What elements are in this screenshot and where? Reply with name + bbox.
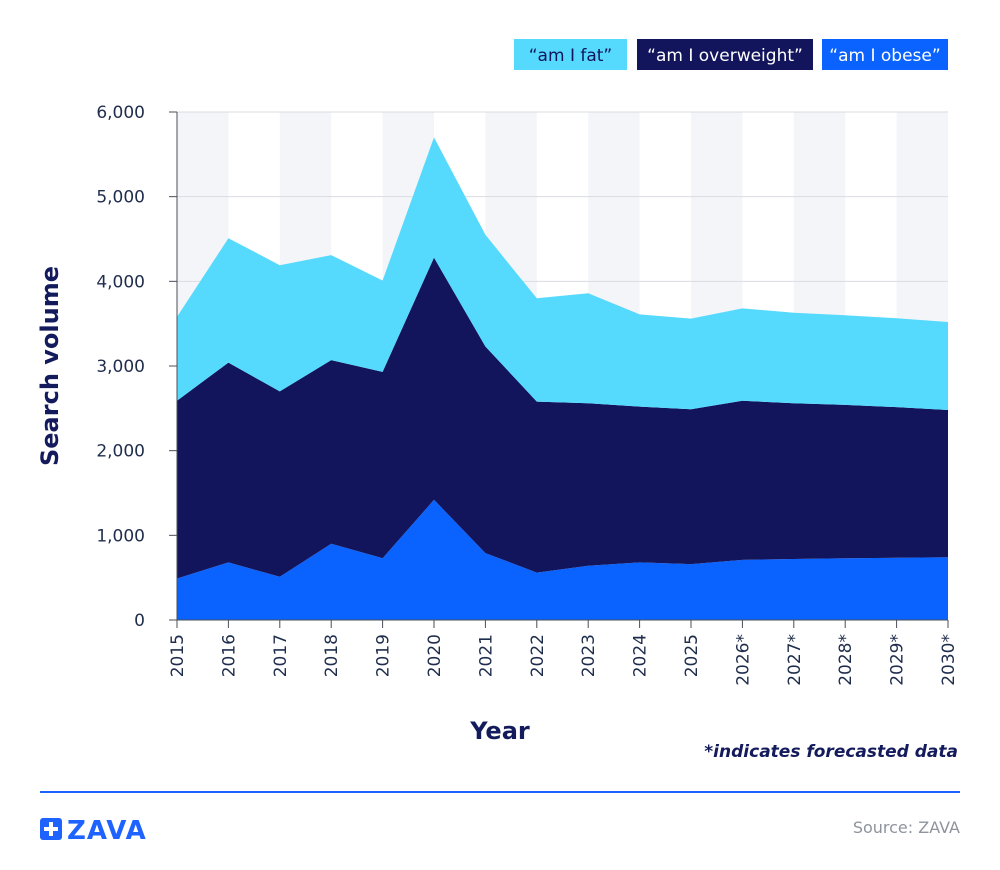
x-tick-label: 2028* (836, 634, 856, 686)
x-tick-label: 2029* (888, 634, 908, 686)
y-tick-label: 3,000 (96, 357, 145, 377)
y-tick-labels: 0 1,000 2,000 3,000 4,000 5,000 6,000 (96, 103, 145, 631)
area-series-path (177, 499, 948, 620)
y-tick-label: 6,000 (96, 103, 145, 123)
zava-logo: ZAVA (40, 816, 147, 846)
area-series-path (177, 137, 948, 410)
area-series-path (177, 257, 948, 579)
forecast-footnote: *indicates forecasted data (704, 742, 958, 762)
axes (176, 112, 948, 628)
source-label: Source: ZAVA (853, 818, 960, 837)
legend: “am I fat” “am I overweight” “am I obese” (514, 39, 948, 70)
x-tick-label: 2026* (733, 634, 753, 686)
y-tick-label: 0 (134, 611, 145, 631)
x-tick-label: 2018 (322, 634, 342, 677)
x-tick-label: 2027* (785, 634, 805, 686)
legend-swatch (822, 39, 948, 70)
x-tick-labels: 2015 2016 2017 2018 2019 2020 2021 2022 2023 2024… (168, 620, 959, 686)
x-tick-label: 2015 (168, 634, 188, 677)
x-tick-label: 2025 (682, 634, 702, 677)
x-tick-label: 2030* (939, 634, 959, 686)
x-tick-label: 2021 (476, 634, 496, 677)
y-tick-label: 5,000 (96, 188, 145, 208)
y-axis-title: Search volume (36, 266, 64, 466)
x-tick-label: 2023 (579, 634, 599, 677)
cross-icon-vertical (49, 822, 53, 836)
x-tick-label: 2020 (425, 634, 445, 677)
x-tick-label: 2019 (374, 634, 394, 677)
x-tick-label: 2022 (528, 634, 548, 677)
y-tick-label: 4,000 (96, 272, 145, 292)
legend-swatch (514, 39, 627, 70)
x-tick-label: 2024 (631, 634, 651, 677)
y-tick-label: 1,000 (96, 526, 145, 546)
legend-label: “am I fat” (529, 46, 612, 66)
x-tick-label: 2016 (219, 634, 239, 677)
x-tick-label: 2017 (271, 634, 291, 677)
logo-text: ZAVA (67, 816, 147, 846)
y-tick-label: 2,000 (96, 442, 145, 462)
x-axis-title: Year (469, 717, 530, 745)
area-series (177, 137, 948, 620)
legend-label: “am I overweight” (647, 46, 803, 66)
legend-label: “am I obese” (829, 46, 940, 66)
legend-swatch (637, 39, 813, 70)
